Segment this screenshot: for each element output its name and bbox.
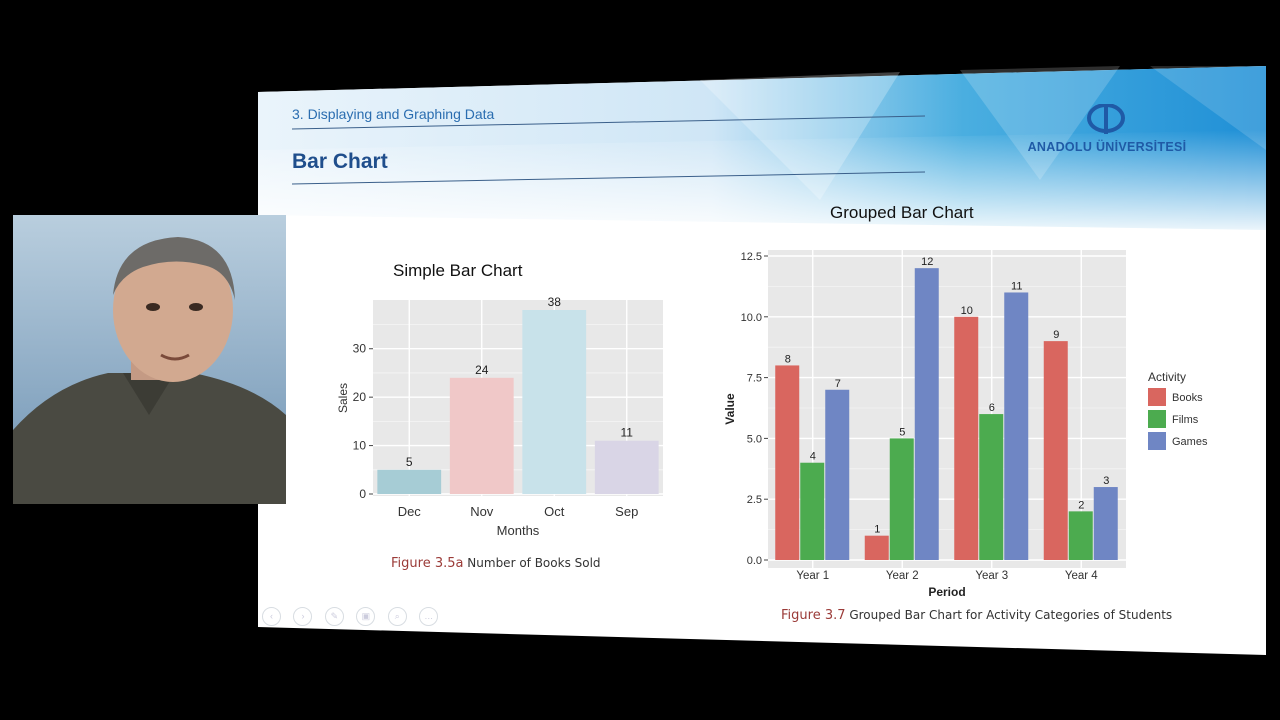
- grouped-chart-data-label: 10: [961, 305, 973, 317]
- grouped-chart-legend-swatch: [1148, 432, 1166, 450]
- presenter-webcam: [13, 215, 286, 504]
- grouped-chart-legend-label: Films: [1172, 414, 1199, 426]
- prev-icon[interactable]: ‹: [262, 607, 281, 626]
- grouped-chart-data-label: 8: [785, 353, 791, 365]
- simple-chart-y-tick-label: 10: [353, 439, 367, 453]
- grouped-chart-data-label: 5: [899, 426, 905, 438]
- grouped-chart-y-tick-label: 5.0: [747, 433, 762, 445]
- grouped-chart-bar: [954, 316, 979, 560]
- grouped-chart-bar: [979, 414, 1004, 560]
- grouped-chart-bar: [864, 535, 889, 560]
- grouped-chart-data-label: 12: [921, 256, 933, 268]
- simple-chart-bar: [522, 310, 587, 494]
- copy-icon[interactable]: ▣: [356, 607, 376, 626]
- grouped-bar-chart: 0.0 2.5 5.0 7.5 10.0 12.5 8 4 7 Year 1 1 5 12 Year 2 1…: [723, 250, 1208, 599]
- grouped-chart-x-tick-label: Year 1: [796, 570, 829, 582]
- simple-chart-y-axis-label: Sales: [336, 383, 350, 413]
- grouped-chart-y-tick-label: 0.0: [747, 555, 762, 567]
- grouped-chart-x-axis-label: Period: [928, 585, 965, 599]
- simple-chart-bar: [449, 377, 514, 494]
- grouped-chart-y-tick-label: 12.5: [741, 251, 762, 263]
- pen-icon[interactable]: ✎: [324, 607, 344, 626]
- university-logo: ANADOLU ÜNİVERSİTESİ: [1022, 104, 1192, 160]
- simple-chart-x-tick-label: Sep: [615, 504, 638, 519]
- simple-chart-bar: [594, 440, 659, 494]
- grouped-chart-y-axis-label: Value: [723, 393, 737, 425]
- simple-chart-data-label: 38: [548, 295, 562, 309]
- grouped-chart-x-tick-label: Year 4: [1065, 570, 1098, 582]
- slide-title: Bar Chart: [292, 150, 388, 173]
- slide-breadcrumb: 3. Displaying and Graphing Data: [292, 106, 495, 122]
- grouped-chart-bar: [825, 389, 850, 560]
- university-logo-text: ANADOLU ÜNİVERSİTESİ: [1027, 140, 1187, 154]
- simple-chart-y-tick-label: 0: [359, 487, 366, 501]
- grouped-chart-data-label: 9: [1053, 329, 1059, 341]
- university-logo-icon: [1087, 104, 1125, 134]
- grouped-chart-data-label: 4: [810, 451, 816, 463]
- grouped-chart-x-tick-label: Year 2: [886, 570, 919, 582]
- more-icon[interactable]: …: [419, 607, 439, 626]
- grouped-chart-title: Grouped Bar Chart: [830, 203, 974, 222]
- grouped-chart-y-tick-label: 2.5: [747, 494, 762, 506]
- simple-chart-y-tick-label: 20: [353, 390, 367, 404]
- grouped-chart-legend-title: Activity: [1148, 370, 1186, 384]
- simple-chart-data-label: 5: [406, 455, 413, 469]
- presenter-video-frame: [13, 215, 286, 504]
- simple-chart-data-label: 24: [475, 363, 489, 377]
- simple-chart-x-tick-label: Nov: [470, 504, 494, 519]
- grouped-chart-bar: [889, 438, 914, 560]
- simple-chart-x-tick-label: Dec: [398, 504, 422, 519]
- simple-chart-data-label: 11: [621, 426, 634, 440]
- grouped-chart-legend-swatch: [1148, 410, 1166, 428]
- grouped-chart-caption: Figure 3.7 Grouped Bar Chart for Activit…: [781, 608, 1172, 623]
- grouped-chart-data-label: 6: [989, 402, 995, 414]
- simple-chart-caption-figure: Figure 3.5a: [391, 556, 464, 571]
- grouped-chart-bar: [800, 462, 825, 560]
- grouped-chart-data-label: 2: [1078, 499, 1084, 511]
- grouped-chart-bar: [914, 268, 939, 560]
- grouped-chart-bar: [1068, 511, 1093, 560]
- slide-toolbar: ‹ › ✎ ▣ ⌕ …: [262, 606, 446, 628]
- simple-chart-x-tick-label: Oct: [544, 504, 565, 519]
- next-icon[interactable]: ›: [293, 607, 313, 626]
- grouped-chart-legend-swatch: [1148, 388, 1166, 406]
- grouped-chart-y-tick-label: 10.0: [741, 312, 762, 324]
- zoom-icon[interactable]: ⌕: [387, 607, 407, 626]
- grouped-chart-legend-label: Books: [1172, 392, 1203, 404]
- grouped-chart-data-label: 7: [835, 378, 841, 390]
- simple-chart-title: Simple Bar Chart: [393, 261, 523, 280]
- simple-chart-caption-text: Number of Books Sold: [467, 556, 601, 570]
- simple-chart-y-tick-label: 30: [353, 342, 367, 356]
- simple-chart-caption: Figure 3.5a Number of Books Sold: [391, 556, 601, 571]
- grouped-chart-bar: [1093, 487, 1118, 560]
- grouped-chart-data-label: 3: [1103, 475, 1109, 487]
- grouped-chart-legend-label: Games: [1172, 436, 1208, 448]
- simple-chart-bar: [377, 469, 442, 494]
- grouped-chart-data-label: 11: [1011, 280, 1022, 292]
- simple-chart-x-axis-label: Months: [497, 523, 540, 538]
- grouped-chart-bar: [1004, 292, 1029, 560]
- simple-bar-chart: 0 10 20 30 5 Dec 24 Nov 38 Oct 11 Sep Months Sales: [336, 295, 663, 538]
- grouped-chart-bar: [1043, 341, 1068, 560]
- grouped-chart-data-label: 1: [874, 524, 880, 536]
- grouped-chart-caption-text: Grouped Bar Chart for Activity Categorie…: [849, 608, 1173, 622]
- grouped-chart-x-tick-label: Year 3: [975, 570, 1008, 582]
- grouped-chart-caption-figure: Figure 3.7: [781, 608, 846, 623]
- grouped-chart-y-tick-label: 7.5: [747, 373, 762, 385]
- grouped-chart-bar: [775, 365, 800, 560]
